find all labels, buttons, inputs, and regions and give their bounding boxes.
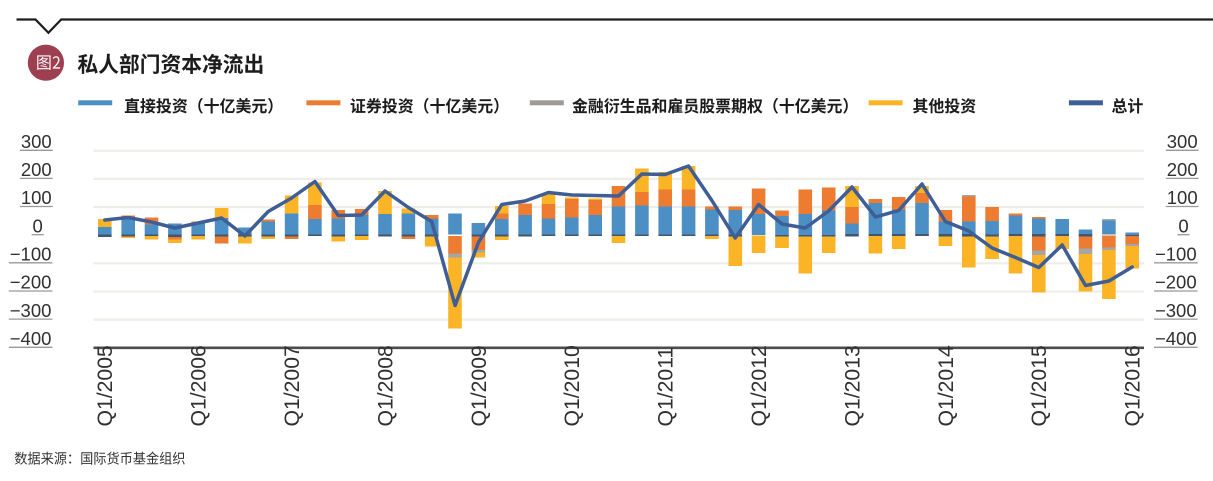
svg-text:−100: −100	[10, 244, 52, 265]
svg-text:Q1/2013: Q1/2013	[841, 345, 864, 426]
svg-text:Q1/2011: Q1/2011	[655, 347, 678, 427]
svg-text:300: 300	[1167, 131, 1198, 152]
svg-text:100: 100	[21, 187, 52, 208]
svg-text:−300: −300	[1155, 300, 1197, 321]
svg-text:300: 300	[21, 131, 52, 152]
svg-text:−200: −200	[1155, 272, 1197, 293]
svg-text:Q1/2014: Q1/2014	[935, 345, 958, 427]
svg-text:Q1/2008: Q1/2008	[374, 345, 397, 426]
svg-text:200: 200	[21, 159, 52, 180]
svg-text:Q1/2016: Q1/2016	[1122, 345, 1145, 426]
svg-text:−400: −400	[10, 328, 52, 349]
svg-text:−400: −400	[1155, 328, 1197, 349]
svg-text:100: 100	[1167, 187, 1198, 208]
svg-text:−200: −200	[10, 272, 52, 293]
svg-text:Q1/2015: Q1/2015	[1028, 345, 1051, 426]
svg-text:0: 0	[33, 215, 43, 236]
svg-text:Q1/2005: Q1/2005	[94, 345, 117, 426]
svg-text:200: 200	[1167, 159, 1198, 180]
svg-text:Q1/2009: Q1/2009	[468, 345, 491, 426]
svg-text:−300: −300	[10, 300, 52, 321]
svg-text:Q1/2006: Q1/2006	[188, 345, 211, 426]
svg-text:−100: −100	[1155, 244, 1197, 265]
svg-text:Q1/2012: Q1/2012	[748, 345, 771, 426]
svg-text:0: 0	[1178, 215, 1188, 236]
svg-text:Q1/2007: Q1/2007	[281, 345, 304, 426]
svg-text:Q1/2010: Q1/2010	[561, 345, 584, 426]
